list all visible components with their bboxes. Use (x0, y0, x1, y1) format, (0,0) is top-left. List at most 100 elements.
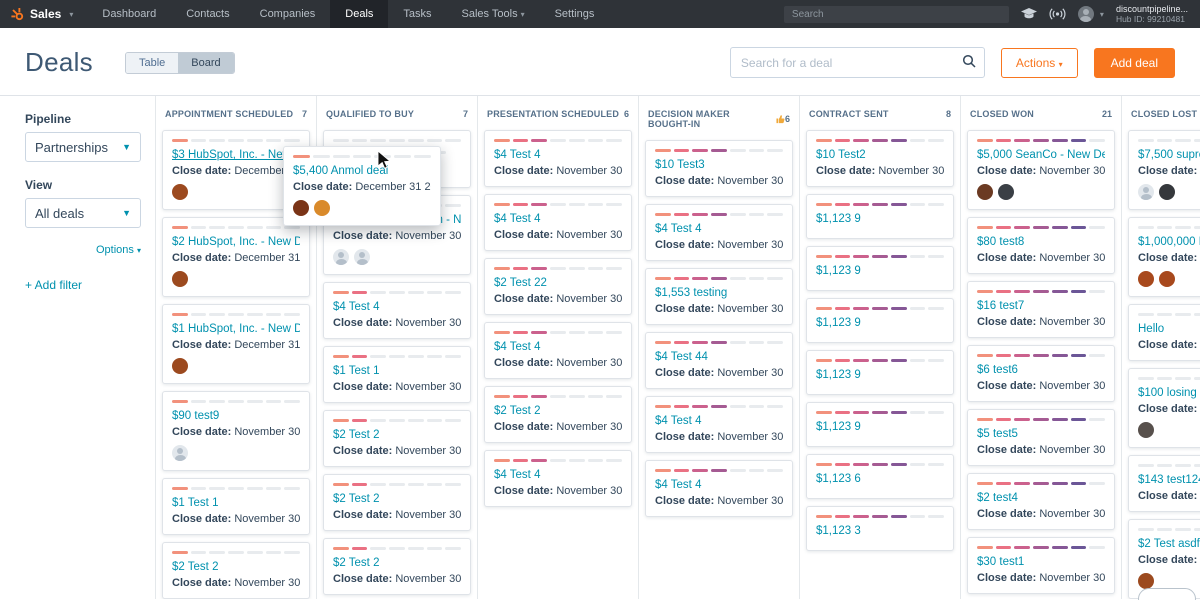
deal-title-link[interactable]: $16 test7 (977, 300, 1025, 312)
deal-card[interactable]: $90 test9 Close date: November 30 2016 (162, 391, 310, 471)
deal-title-link[interactable]: $4 Test 4 (494, 213, 541, 225)
column-body[interactable]: $10 Test3 Close date: November 30 2016 $4 … (639, 138, 799, 599)
deal-card[interactable]: $1 HubSpot, Inc. - New Deal Close date: D… (162, 304, 310, 384)
deal-card[interactable]: $4 Test 4 Close date: November 30 2015 (323, 282, 471, 339)
deal-title-link[interactable]: $1,123 9 (816, 213, 861, 225)
column-body[interactable]: $5,000 SeanCo - New Deal Close date: Nove… (961, 128, 1121, 599)
deal-title-link[interactable]: $1 Test 1 (172, 497, 219, 509)
deal-card[interactable]: $2 HubSpot, Inc. - New Deal Close date: D… (162, 217, 310, 297)
deal-title-link[interactable]: $2 Test 2 (333, 557, 380, 569)
deal-title-link[interactable]: $90 test9 (172, 410, 220, 422)
deal-card[interactable]: $1 Test 1 Close date: November 30 2015 (323, 346, 471, 403)
deal-card[interactable]: $2 test4 Close date: November 30 2016 (967, 473, 1115, 530)
deal-title-link[interactable]: $4 Test 44 (655, 351, 708, 363)
deal-card[interactable]: $10 Test3 Close date: November 30 2016 (645, 140, 793, 197)
deal-title-link[interactable]: $4 Test 4 (494, 341, 541, 353)
deal-title-link[interactable]: $80 test8 (977, 236, 1025, 248)
deal-card[interactable]: $4 Test 4 Close date: November 30 2015 (645, 460, 793, 517)
deal-title-link[interactable]: $2 Test 2 (333, 429, 380, 441)
nav-item-deals[interactable]: Deals (330, 0, 389, 28)
deal-card[interactable]: $4 Test 4 Close date: November 30 2015 (484, 322, 632, 379)
deal-title-link[interactable]: $1,123 9 (816, 317, 861, 329)
deal-card[interactable]: $1,123 3 (806, 506, 954, 551)
deal-title-link[interactable]: Hello (1138, 323, 1165, 335)
deal-title-link[interactable]: $1,123 9 (816, 265, 861, 277)
add-deal-button[interactable]: Add deal (1093, 47, 1175, 78)
deal-title-link[interactable]: $5,000 SeanCo - New Deal (977, 149, 1105, 161)
deal-title-link[interactable]: $1,553 testing (655, 287, 728, 299)
pipeline-select[interactable]: Partnerships ▼ (25, 132, 141, 162)
deal-card[interactable]: $2 Test 2 Close date: November 30 2015 (162, 542, 310, 599)
actions-button[interactable]: Actions ▾ (1000, 47, 1078, 78)
deal-search-input[interactable] (729, 47, 985, 78)
deal-card[interactable]: $2 Test 22 Close date: November 30 2015 (484, 258, 632, 315)
deal-title-link[interactable]: $1,000,000 HubSpot (1138, 236, 1200, 248)
deal-title-link[interactable]: $4 Test 4 (494, 149, 541, 161)
nav-item-settings[interactable]: Settings (540, 0, 610, 28)
deal-card[interactable]: $6 test6 Close date: November 30 2016 (967, 345, 1115, 402)
deal-title-link[interactable]: $2 HubSpot, Inc. - New Deal (172, 236, 300, 248)
deal-title-link[interactable]: $7,500 supreme (1138, 149, 1200, 161)
global-search-input[interactable] (783, 5, 1009, 23)
nav-item-companies[interactable]: Companies (245, 0, 331, 28)
deal-card[interactable]: $143 test124 Close date: November 30 2016 (1128, 455, 1200, 512)
deal-card[interactable]: $2 Test asdfasdf Close date: November 30 … (1128, 519, 1200, 599)
user-menu[interactable]: ▾ (1077, 6, 1104, 22)
deal-card[interactable]: $4 Test 4 Close date: November 30 2015 (484, 450, 632, 507)
deal-title-link[interactable]: $1 Test 1 (333, 365, 380, 377)
search-icon[interactable] (962, 54, 976, 68)
deal-card[interactable]: Hello Close date: November 30 2016 (1128, 304, 1200, 361)
options-link[interactable]: Options ▾ (96, 244, 141, 256)
deal-card[interactable]: $4 Test 4 Close date: November 30 2015 (484, 130, 632, 187)
deal-card[interactable]: $1,123 9 (806, 298, 954, 343)
column-body[interactable]: $3 HubSpot, Inc. - New Deal Close date: D… (156, 128, 316, 599)
deal-title-link[interactable]: $1,123 3 (816, 525, 861, 537)
add-filter-link[interactable]: + Add filter (25, 278, 83, 292)
deal-title-link[interactable]: $2 Test 22 (494, 277, 547, 289)
deal-card[interactable]: $1,553 testing Close date: November 30 20… (645, 268, 793, 325)
deal-card[interactable]: $7,500 supreme Close date: December 31 20… (1128, 130, 1200, 210)
deal-title-link[interactable]: $10 Test3 (655, 159, 705, 171)
deal-card[interactable]: $1,123 9 (806, 194, 954, 239)
deal-title-link[interactable]: $1,123 6 (816, 473, 861, 485)
nav-item-sales-tools[interactable]: Sales Tools ▾ (447, 0, 540, 28)
deal-card[interactable]: $4 Test 4 Close date: November 30 2015 (484, 194, 632, 251)
deal-card[interactable]: $5,000 SeanCo - New Deal Close date: Nove… (967, 130, 1115, 210)
deal-card[interactable]: $4 Test 4 Close date: November 30 2015 (645, 396, 793, 453)
nav-item-tasks[interactable]: Tasks (388, 0, 446, 28)
deal-card[interactable]: $2 Test 2 Close date: November 30 2015 (484, 386, 632, 443)
deal-title-link[interactable]: $1,123 9 (816, 369, 861, 381)
deal-card[interactable]: $5 test5 Close date: November 30 2016 (967, 409, 1115, 466)
deal-card[interactable]: $1,123 9 (806, 246, 954, 291)
deal-card[interactable]: $1,123 9 (806, 402, 954, 447)
deal-card[interactable]: $10 Test2 Close date: November 30 2016 (806, 130, 954, 187)
deal-title-link[interactable]: $143 test124 (1138, 474, 1200, 486)
deal-title-link[interactable]: $2 test4 (977, 492, 1018, 504)
deal-title-link[interactable]: $5 test5 (977, 428, 1018, 440)
deal-card[interactable]: $1,123 6 (806, 454, 954, 499)
deal-title-link[interactable]: $4 Test 4 (655, 479, 702, 491)
nav-item-contacts[interactable]: Contacts (171, 0, 244, 28)
deal-card[interactable]: $2 Test 2 Close date: November 30 2015 (323, 538, 471, 595)
board-view-button[interactable]: Board (178, 52, 234, 73)
deal-title-link[interactable]: $100 losing (1138, 387, 1197, 399)
app-brand[interactable]: Sales ▾ (0, 0, 87, 28)
deal-title-link[interactable]: $2 Test 2 (172, 561, 219, 573)
deal-title-link[interactable]: $5,400 Anmol deal (293, 165, 389, 177)
deal-title-link[interactable]: $4 Test 4 (655, 415, 702, 427)
deal-title-link[interactable]: $4 Test 4 (333, 301, 380, 313)
table-view-button[interactable]: Table (125, 52, 179, 73)
deal-title-link[interactable]: $2 Test asdfasdf (1138, 538, 1200, 550)
deal-card[interactable]: $30 test1 Close date: November 30 2016 (967, 537, 1115, 594)
deal-card[interactable]: $80 test8 Close date: November 30 2016 (967, 217, 1115, 274)
deal-title-link[interactable]: $1 HubSpot, Inc. - New Deal (172, 323, 300, 335)
view-select[interactable]: All deals ▼ (25, 198, 141, 228)
deal-card[interactable]: $4 Test 4 Close date: November 30 2015 (645, 204, 793, 261)
dragged-deal-card[interactable]: $5,400 Anmol deal Close date: December 31… (283, 146, 441, 226)
deal-title-link[interactable]: $30 test1 (977, 556, 1025, 568)
deal-card[interactable]: $2 Test 2 Close date: November 30 2015 (323, 410, 471, 467)
column-body[interactable]: $7,500 supreme Close date: December 31 20… (1122, 128, 1200, 599)
deal-title-link[interactable]: $2 Test 2 (494, 405, 541, 417)
deal-title-link[interactable]: $2 Test 2 (333, 493, 380, 505)
